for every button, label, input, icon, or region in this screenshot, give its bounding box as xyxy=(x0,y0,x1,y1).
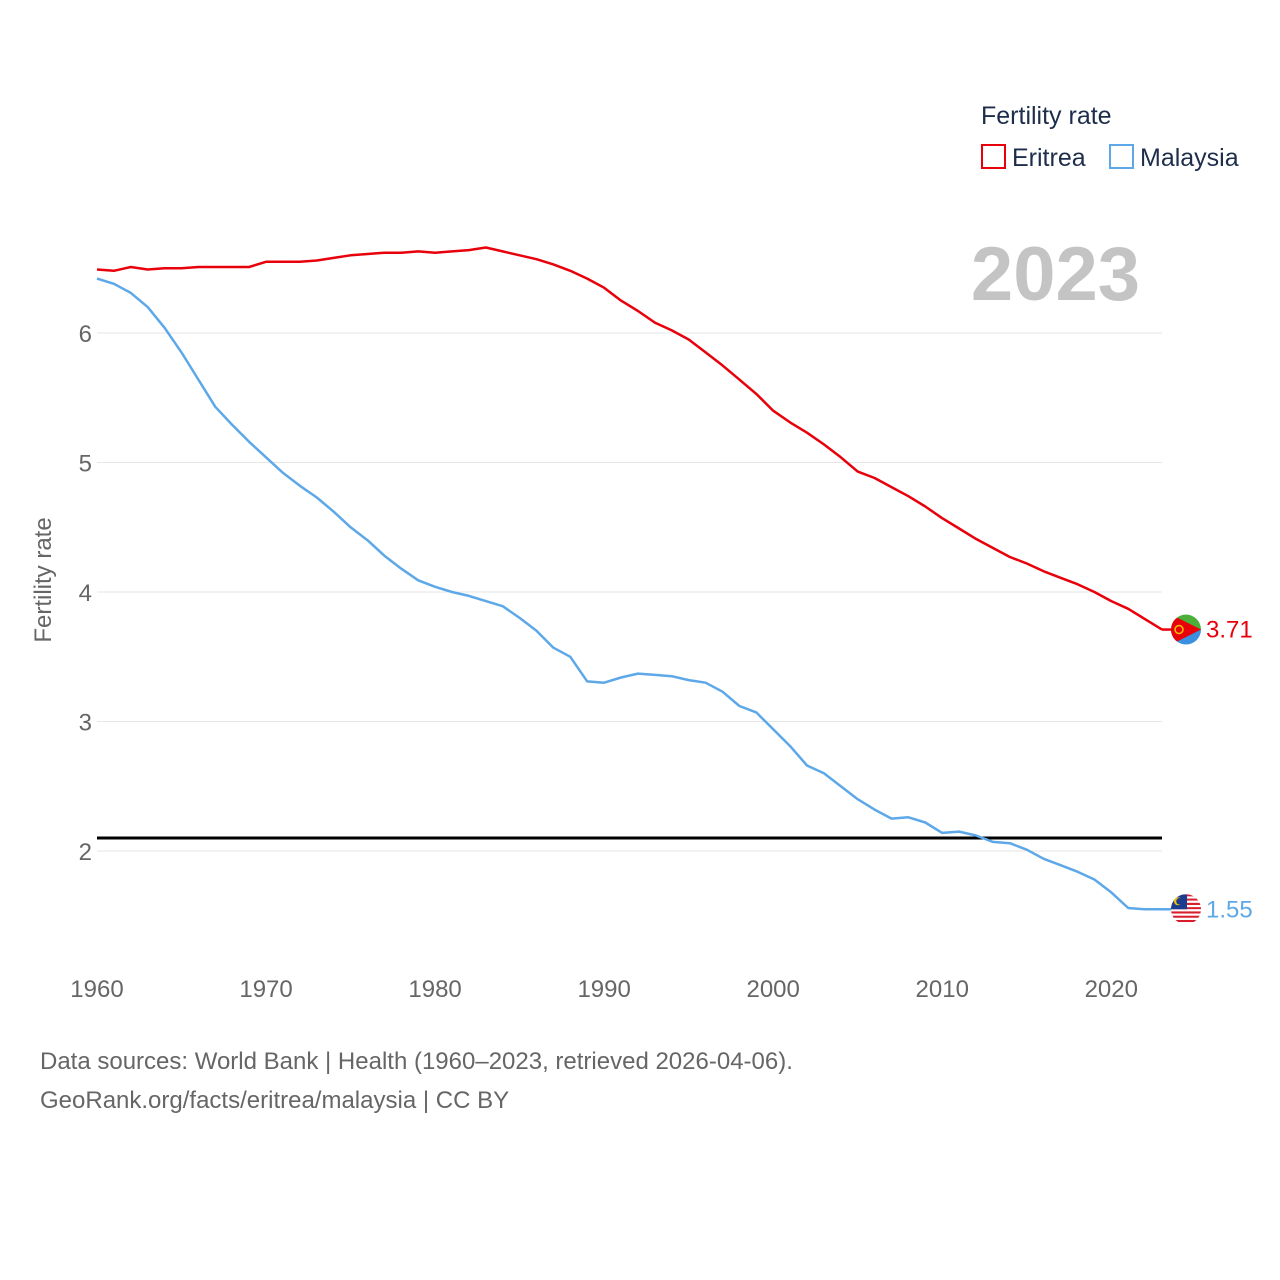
source-line: Data sources: World Bank | Health (1960–… xyxy=(40,1048,793,1075)
legend-swatch-eritrea xyxy=(981,144,1006,169)
x-tick-label: 1990 xyxy=(577,976,630,1003)
malaysia-flag-icon xyxy=(1171,894,1201,925)
x-tick-label: 2010 xyxy=(916,976,969,1003)
legend-swatch-malaysia xyxy=(1109,144,1134,169)
y-tick-label: 3 xyxy=(79,710,92,737)
eritrea-flag-icon xyxy=(1171,614,1201,645)
x-tick-label: 2020 xyxy=(1085,976,1138,1003)
footer-sources: Data sources: World Bank | Health (1960–… xyxy=(40,1042,793,1120)
series-line-eritrea xyxy=(96,246,1163,631)
y-tick-label: 6 xyxy=(79,321,92,348)
y-tick-label: 2 xyxy=(79,839,92,866)
y-axis-ticks: 2 3 4 5 6 xyxy=(79,321,92,866)
y-tick-label: 5 xyxy=(79,451,92,478)
end-value-label-malaysia: 1.55 xyxy=(1206,896,1253,923)
legend-item-malaysia[interactable]: Malaysia xyxy=(1109,144,1239,172)
grid-lines xyxy=(97,332,1162,852)
x-tick-label: 2000 xyxy=(746,976,799,1003)
legend-title: Fertility rate xyxy=(981,102,1112,130)
legend-item-eritrea[interactable]: Eritrea xyxy=(981,144,1086,172)
series-line-malaysia xyxy=(96,277,1162,911)
year-label: 2023 xyxy=(971,232,1140,317)
legend: Fertility rate Eritrea Malaysia xyxy=(981,102,1239,172)
legend-label-malaysia: Malaysia xyxy=(1140,144,1239,172)
legend-label-eritrea: Eritrea xyxy=(1012,144,1086,172)
y-tick-label: 4 xyxy=(79,580,92,607)
series-lines xyxy=(96,246,1163,911)
attribution-line: GeoRank.org/facts/eritrea/malaysia | CC … xyxy=(40,1087,510,1114)
x-tick-label: 1970 xyxy=(239,976,292,1003)
x-tick-label: 1980 xyxy=(408,976,461,1003)
x-axis-ticks: 1960 1970 1980 1990 2000 2010 2020 xyxy=(70,976,1138,1003)
y-axis-label: Fertility rate xyxy=(30,517,57,642)
x-tick-label: 1960 xyxy=(70,976,123,1003)
end-value-label-eritrea: 3.71 xyxy=(1206,617,1253,644)
end-markers: 3.71 1.55 xyxy=(1162,614,1253,925)
